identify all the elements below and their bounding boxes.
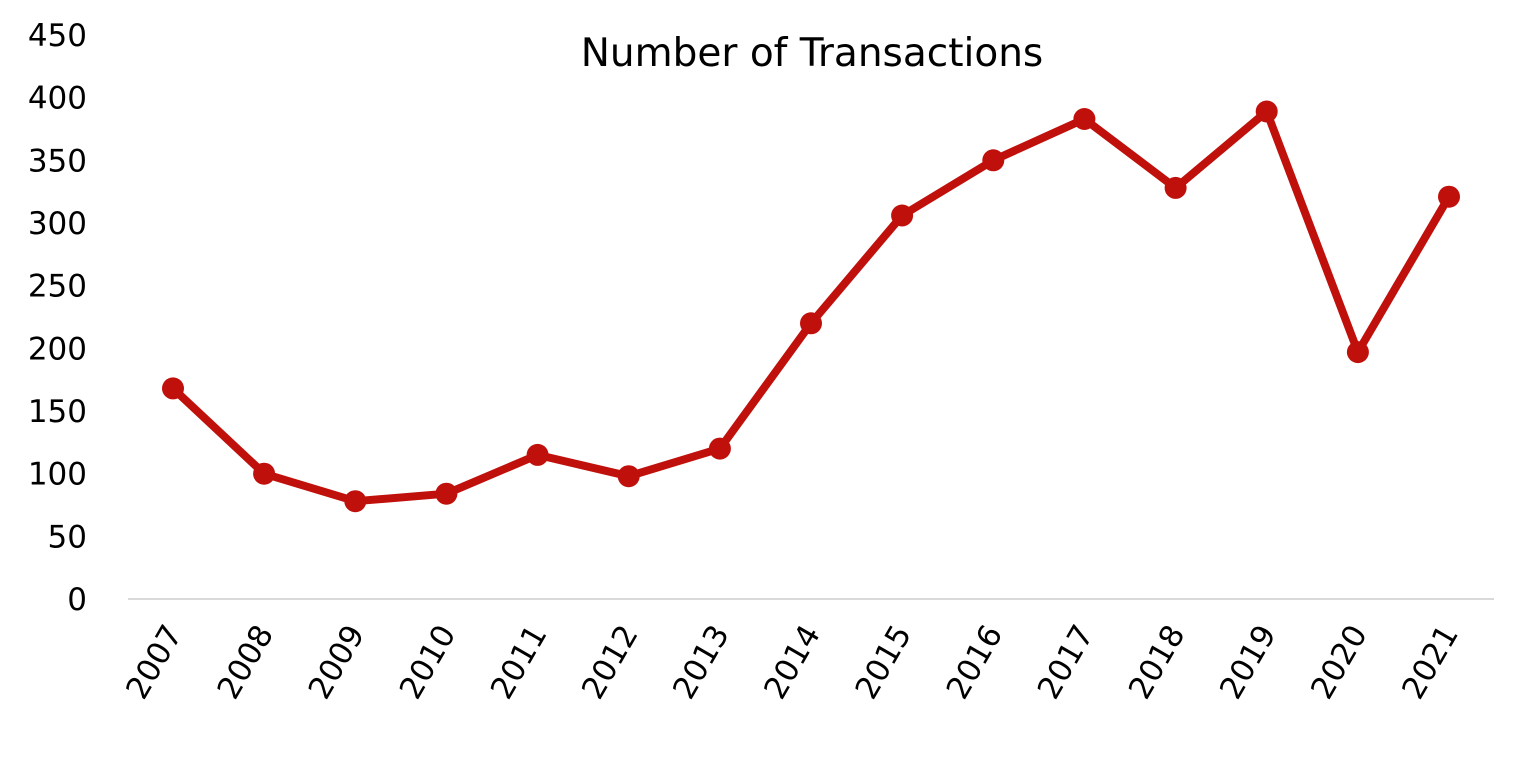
x-tick-label: 2009 [302, 619, 373, 705]
y-tick-label: 50 [48, 519, 87, 555]
y-tick-label: 350 [28, 143, 87, 179]
data-point [708, 437, 731, 460]
data-point [800, 312, 822, 335]
data-point [162, 377, 184, 400]
x-axis: 2007 2008 2009 2010 2011 2012 2013 2014 2015 2016… [119, 619, 1466, 705]
x-tick-label: 2011 [484, 619, 555, 705]
data-point [891, 204, 914, 227]
y-tick-label: 150 [28, 394, 87, 430]
y-tick-label: 400 [28, 81, 87, 117]
data-point [526, 443, 549, 466]
y-tick-label: 0 [67, 582, 87, 618]
data-point [1346, 341, 1369, 364]
x-tick-label: 2007 [119, 619, 190, 705]
x-tick-label: 2018 [1122, 619, 1193, 705]
y-tick-label: 300 [28, 206, 87, 242]
x-tick-label: 2016 [940, 619, 1011, 705]
y-tick-label: 200 [28, 331, 87, 367]
x-tick-label: 2010 [393, 619, 464, 705]
x-tick-label: 2015 [848, 619, 919, 705]
y-tick-label: 450 [28, 18, 87, 54]
data-point [1073, 108, 1096, 130]
y-tick-label: 250 [28, 269, 87, 305]
data-point [435, 482, 458, 505]
data-point [1164, 176, 1187, 199]
x-tick-label: 2021 [1395, 619, 1466, 705]
x-tick-label: 2008 [210, 619, 281, 705]
data-point [982, 149, 1005, 172]
x-tick-label: 2019 [1213, 619, 1284, 705]
y-axis: 0 50 100 150 200 250 300 350 400 450 [28, 18, 87, 618]
x-tick-label: 2013 [666, 619, 737, 705]
x-tick-label: 2017 [1031, 619, 1102, 705]
x-tick-label: 2014 [757, 619, 828, 705]
series-layer [162, 100, 1460, 513]
data-point [344, 490, 367, 513]
series-line [169, 107, 1453, 506]
x-tick-label: 2020 [1304, 619, 1375, 705]
data-point [1255, 100, 1278, 123]
data-point [1438, 185, 1460, 208]
y-tick-label: 100 [28, 457, 87, 493]
data-point [253, 462, 276, 485]
data-point [617, 465, 640, 488]
x-tick-label: 2012 [575, 619, 646, 705]
chart-title: Number of Transactions [581, 31, 1043, 76]
